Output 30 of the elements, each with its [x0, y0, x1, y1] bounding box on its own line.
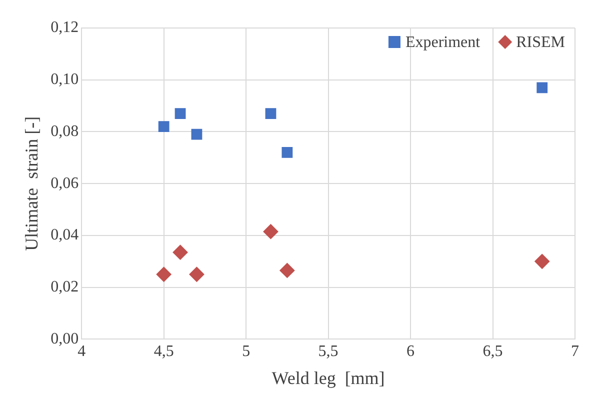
- point: [534, 254, 550, 269]
- y-tick-label: 0,02: [50, 278, 79, 296]
- y-tick-label: 0,04: [50, 226, 79, 244]
- x-tick-label: 6: [406, 343, 415, 360]
- point: [156, 266, 172, 282]
- point: [189, 266, 204, 282]
- x-tick-label: 7: [571, 343, 579, 360]
- x-tick-label: 6,5: [482, 343, 503, 360]
- point: [174, 108, 186, 120]
- point: [172, 244, 188, 260]
- legend-label: RISEM: [516, 34, 566, 52]
- y-tick-label: 0,08: [50, 122, 79, 140]
- x-axis-title: Weld leg [mm]: [272, 368, 385, 388]
- point: [536, 82, 548, 94]
- x-tick-label: 5,5: [318, 343, 338, 360]
- y-axis-title: Ultimate strain [-]: [22, 116, 42, 251]
- point: [191, 128, 202, 140]
- point: [158, 121, 170, 132]
- y-tick-label: 0,10: [50, 71, 79, 88]
- point: [282, 147, 293, 158]
- point: [280, 262, 295, 278]
- x-tick-label: 4,5: [154, 343, 174, 360]
- y-tick-label: 0,06: [50, 174, 79, 192]
- x-tick-label: 4: [78, 343, 86, 360]
- y-tick-label: 0,00: [50, 330, 79, 348]
- point: [263, 224, 278, 240]
- point: [265, 108, 276, 120]
- x-tick-label: 5: [242, 343, 250, 360]
- legend-label: Experiment: [405, 34, 481, 52]
- y-tick-label: 0,12: [50, 19, 79, 36]
